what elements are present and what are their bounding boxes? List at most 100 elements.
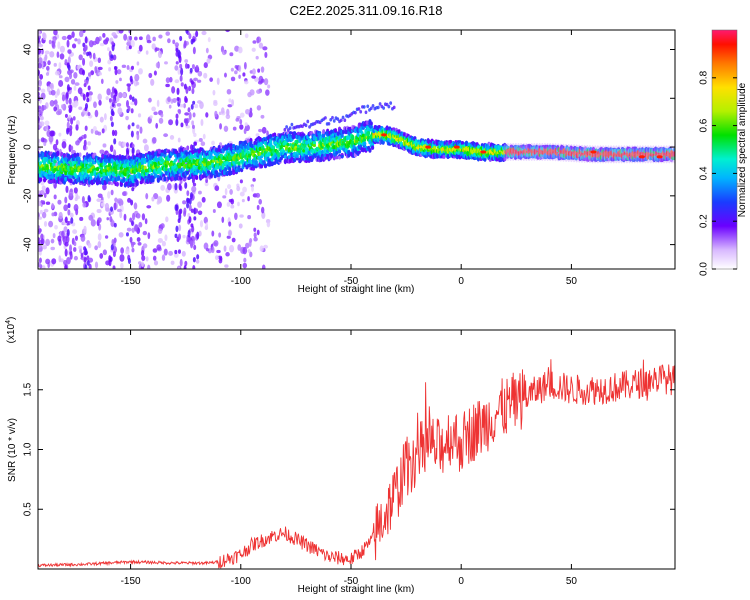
spectrogram-noise-cell [242, 186, 247, 193]
spectrogram-noise-cell [267, 84, 271, 89]
spectrogram-noise-cell [266, 130, 269, 137]
spectrogram-noise-cell [77, 38, 81, 45]
spectrogram-ridge-cell [195, 175, 199, 180]
spectrogram-noise-cell [253, 227, 257, 232]
spectrogram-noise-cell [48, 39, 52, 45]
spectrogram-streak-cell [66, 121, 70, 130]
spectrogram-noise-cell [243, 128, 247, 135]
spectrogram-streak-cell [109, 115, 113, 122]
spectrogram-ridge-cell [142, 155, 146, 159]
spectrogram-noise-cell [97, 217, 102, 223]
spectrogram-ridge-cell [110, 181, 114, 186]
spectrogram-ridge-cell [217, 147, 221, 153]
spectrogram-noise-cell [218, 232, 222, 238]
spectrogram-noise-cell [142, 138, 148, 144]
spectrogram-ridge-cell [163, 176, 167, 182]
spectrogram-noise-cell [139, 126, 143, 134]
spectrogram-streak-cell [179, 35, 183, 42]
spectrogram-noise-cell [58, 62, 62, 70]
spectrogram-noise-cell [140, 266, 144, 269]
spectrogram-noise-cell [119, 254, 125, 262]
spectrogram-ridge-cell [234, 160, 238, 165]
spectrogram-streak-cell [112, 98, 116, 104]
spectrogram-ridge-cell [258, 136, 262, 142]
spectrogram-noise-cell [97, 233, 102, 241]
spectrogram-noise-cell [179, 104, 184, 108]
spectrogram-noise-cell [252, 40, 257, 44]
spectrogram-noise-cell [154, 47, 160, 52]
spectrogram-noise-cell [165, 83, 170, 88]
spectrogram-noise-cell [55, 139, 59, 146]
spectrogram-noise-cell [61, 91, 67, 97]
spectrogram-streak-cell [192, 264, 196, 269]
spectrogram-streak-cell [187, 107, 191, 113]
spectrogram-ridge-cell [312, 143, 317, 148]
spectrogram-noise-cell [155, 122, 159, 129]
spectrogram-noise-cell [104, 235, 109, 239]
spectrogram-noise-cell [238, 223, 243, 229]
spectrogram-ridge-cell [102, 168, 106, 173]
spectrogram-noise-cell [147, 264, 151, 269]
spectrogram-noise-cell [213, 101, 218, 107]
spectrogram-streak-cell [179, 63, 183, 69]
spectrogram-noise-cell [261, 126, 267, 134]
spectrogram-ridge-cell [270, 137, 274, 141]
spectrogram-noise-cell [243, 61, 247, 70]
spectrogram-noise-cell [193, 77, 198, 82]
spectrogram-ridge-cell [45, 166, 49, 171]
spectrogram-noise-cell [160, 113, 164, 118]
spectrogram-noise-cell [155, 62, 160, 69]
spectrogram-noise-cell [77, 87, 83, 95]
spectrogram-noise-cell [38, 200, 41, 207]
spectrogram-streak-cell [188, 216, 192, 224]
spectrogram-noise-cell [201, 196, 206, 203]
spectrogram-streak-cell [108, 98, 112, 103]
spectrogram-noise-cell [169, 135, 175, 140]
spectrogram-noise-cell [78, 106, 83, 110]
spectrogram-streak-cell [110, 108, 114, 116]
spectrogram-noise-cell [102, 249, 108, 256]
spectrogram-noise-cell [38, 43, 44, 48]
spectrogram-noise-cell [182, 234, 186, 239]
spectrogram-noise-cell [247, 249, 251, 253]
spectrogram-noise-cell [142, 230, 148, 236]
spectrogram-noise-cell [241, 198, 245, 203]
spectrogram-streak-cell [174, 182, 178, 191]
spectrogram-streak-cell [184, 97, 188, 103]
spectrogram-noise-cell [40, 88, 46, 94]
figure-title: C2E2.2025.311.09.16.R18 [290, 3, 443, 18]
spectrogram-noise-cell [66, 235, 70, 244]
spectrogram-ridge-cell [101, 153, 105, 159]
spectrogram-noise-cell [121, 191, 127, 197]
spectrogram-noise-cell [104, 113, 107, 121]
spectrogram-noise-cell [53, 30, 58, 36]
spectrogram-noise-cell [140, 249, 145, 257]
spectrogram-noise-cell [149, 115, 153, 119]
spectrogram-noise-cell [249, 107, 253, 113]
spectrogram-noise-cell [221, 216, 225, 223]
spectrogram-streak-cell [66, 127, 70, 133]
spectrogram-noise-cell [51, 202, 55, 209]
spectrogram-noise-cell [38, 230, 41, 235]
spectrogram-noise-cell [257, 68, 261, 73]
spectrogram-noise-cell [237, 46, 243, 54]
spectrogram-noise-cell [177, 266, 181, 269]
spectrogram-noise-cell [175, 61, 179, 65]
spectrogram-ridge-cell [238, 148, 242, 153]
spectrogram-noise-cell [223, 245, 227, 252]
spectrogram-ridge-cell [237, 161, 241, 166]
spectrogram-noise-cell [118, 92, 123, 99]
spectrogram-noise-cell [53, 194, 57, 200]
spectrogram-ridge-cell [56, 156, 60, 162]
spectrogram-streak-cell [192, 100, 196, 105]
spectrogram-noise-cell [142, 243, 148, 249]
spectrogram-noise-cell [144, 218, 148, 225]
spectrogram-noise-cell [197, 201, 202, 208]
spectrogram-noise-cell [260, 114, 265, 119]
spectrogram-noise-cell [244, 122, 248, 127]
spectrogram-noise-cell [92, 125, 97, 132]
spectrogram-noise-cell [74, 100, 79, 107]
spectrogram-noise-cell [107, 191, 111, 199]
spectrogram-noise-cell [165, 31, 171, 36]
spectrogram-streak-cell [70, 217, 74, 224]
